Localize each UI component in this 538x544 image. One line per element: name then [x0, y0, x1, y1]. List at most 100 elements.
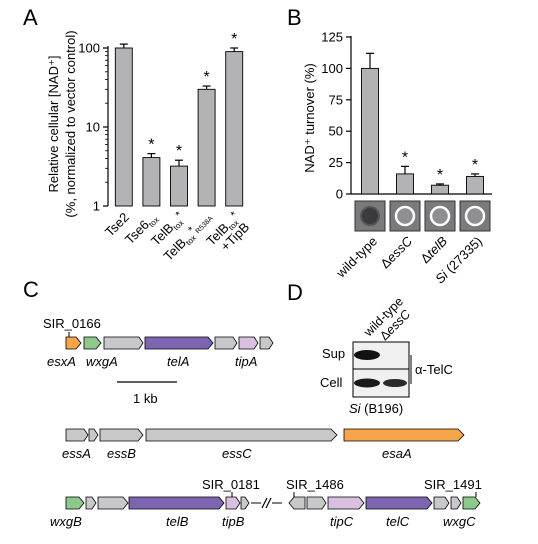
panel-b-ytick-label-1: 25: [329, 155, 343, 170]
panel-b-bar-2: [431, 184, 449, 195]
gene-arrow-wxgA: [83, 336, 102, 350]
panel-b-ytick-label-2: 50: [329, 124, 343, 139]
panel-c-gene-map: SIR_0166 esxA wxgA telA tipA 1 kb essA: [43, 316, 482, 529]
gene-arrow-r3-6: [240, 496, 250, 510]
gene-label-wxgC: wxgC: [443, 514, 476, 529]
break-symbol: [251, 497, 282, 509]
blot-row-cell: Cell: [320, 375, 343, 390]
panel-a-sig-2: *: [176, 143, 182, 160]
gene-arrow-5: [214, 336, 238, 350]
gene-arrow-essC: [145, 428, 338, 442]
gene-label-tipB: tipB: [222, 514, 245, 529]
panel-a-sig-3: *: [203, 69, 209, 86]
panel-b-sig-3: *: [472, 157, 478, 174]
gene-arrow-esaA: [343, 428, 465, 442]
panel-b-bar-0: [361, 67, 379, 195]
gene-label-essB: essB: [107, 446, 136, 461]
gene-arrow-r3-3: [97, 496, 129, 510]
panel-a-bar-0: [114, 47, 133, 207]
locus-label-sir-1491: SIR_1491: [424, 477, 482, 492]
gene-arrow-telB: [128, 496, 225, 510]
plate-si-27335: [459, 200, 491, 232]
scale-bar-label: 1 kb: [133, 391, 158, 406]
panel-a-bar-2: [170, 165, 188, 207]
panel-b-bar-3: [466, 175, 484, 195]
gene-arrow-r3-11: [433, 496, 450, 510]
gene-label-telC: telC: [386, 514, 410, 529]
gene-arrow-r3-8: [306, 496, 327, 510]
locus-label-sir-0166: SIR_0166: [43, 316, 101, 331]
gene-arrow-r3-7: [288, 496, 306, 510]
gene-arrow-r3-12: [450, 496, 462, 510]
panel-a-sig-1: *: [148, 137, 154, 154]
gene-label-tipA: tipA: [235, 354, 257, 369]
locus-label-sir-0181: SIR_0181: [202, 477, 260, 492]
panel-b-ylabel: NAD⁺ turnover (%): [302, 63, 317, 172]
gene-row-3: SIR_0181 SIR_1486 SIR_1491: [50, 477, 482, 529]
panel-b-xlabel-2: ΔtelB: [418, 233, 451, 266]
panel-b-xlabel-1: ΔessC: [377, 233, 415, 271]
gene-arrow-telC: [365, 496, 433, 510]
panel-a-ytick-label-1: 10: [86, 120, 100, 135]
panel-label-d: D: [287, 280, 303, 305]
panel-b-ytick-label-3: 75: [329, 92, 343, 107]
gene-label-telB: telB: [166, 514, 189, 529]
gene-label-essC: essC: [222, 446, 252, 461]
panel-b-sig-2: *: [437, 167, 443, 184]
gene-arrow-tipA: [238, 336, 259, 350]
gene-label-esaA: esaA: [382, 446, 412, 461]
gene-row-1: esxA wxgA telA tipA: [47, 336, 274, 369]
svg-text:wild-type: wild-type: [333, 234, 381, 282]
gene-arrow-esxA: [65, 336, 82, 350]
gene-arrow-tipB: [225, 496, 241, 510]
gene-label-telA: telA: [167, 354, 189, 369]
panel-b-sig-1: *: [402, 149, 408, 166]
gene-arrow-telA: [144, 336, 214, 350]
panel-b-ytick-label-4: 100: [321, 61, 343, 76]
panel-a-sig-4: *: [231, 31, 237, 48]
blot-band-cell-wt: [354, 378, 380, 388]
gene-arrow-essB: [99, 428, 144, 442]
panel-d-western-blot: wild-type ΔessC Sup Cell α-TelC Si (B196…: [320, 294, 453, 416]
gene-arrow-wxgC: [462, 496, 481, 510]
blot-strain-label: Si (B196): [349, 401, 403, 416]
gene-label-wxgA: wxgA: [86, 354, 118, 369]
plate-images: [354, 200, 491, 232]
gene-label-wxgB: wxgB: [50, 514, 82, 529]
panel-b-bar-1: [396, 173, 414, 195]
panel-b-ytick-label-0: 0: [336, 187, 343, 202]
plate-telB: [424, 200, 456, 232]
locus-label-sir-1486: SIR_1486: [286, 477, 344, 492]
svg-text:ΔtelB: ΔtelB: [418, 233, 451, 266]
panel-label-c: C: [23, 277, 39, 302]
blot-antibody-label: α-TelC: [415, 362, 453, 377]
gene-arrow-2: [88, 428, 99, 442]
panel-label-b: B: [287, 5, 302, 30]
panel-a-ylabel-line1: Relative cellular [NAD⁺]: [46, 56, 61, 193]
blot-row-sup: Sup: [322, 346, 345, 361]
blot-image: [352, 341, 410, 398]
gene-arrow-r3-2: [85, 496, 97, 510]
gene-row-2: essA essB essC esaA: [62, 428, 465, 461]
gene-label-esxA: esxA: [47, 354, 76, 369]
gene-label-essA: essA: [62, 446, 91, 461]
panel-b-ytick-label-5: 125: [321, 30, 343, 45]
panel-a-ylabel-line2: (%, normalized to vector control): [63, 30, 78, 217]
gene-arrow-7: [259, 336, 274, 350]
plate-essC: [389, 200, 421, 232]
panel-a-bar-1: [142, 157, 161, 207]
gene-arrow-essA: [65, 428, 89, 442]
blot-band-sup-wt: [354, 350, 380, 360]
gene-arrow-tipC: [327, 496, 365, 510]
blot-band-cell-essC: [383, 379, 407, 387]
gene-label-tipC: tipC: [330, 514, 354, 529]
gene-arrow-wxgB: [65, 496, 85, 510]
panel-label-a: A: [23, 5, 38, 30]
panel-a-bar-4: [225, 51, 244, 207]
panel-a-ytick-label-2: 100: [78, 41, 100, 56]
panel-b-xlabel-0: wild-type: [333, 234, 381, 282]
gene-arrow-3: [103, 336, 144, 350]
panel-a-bar-3: [197, 88, 216, 207]
